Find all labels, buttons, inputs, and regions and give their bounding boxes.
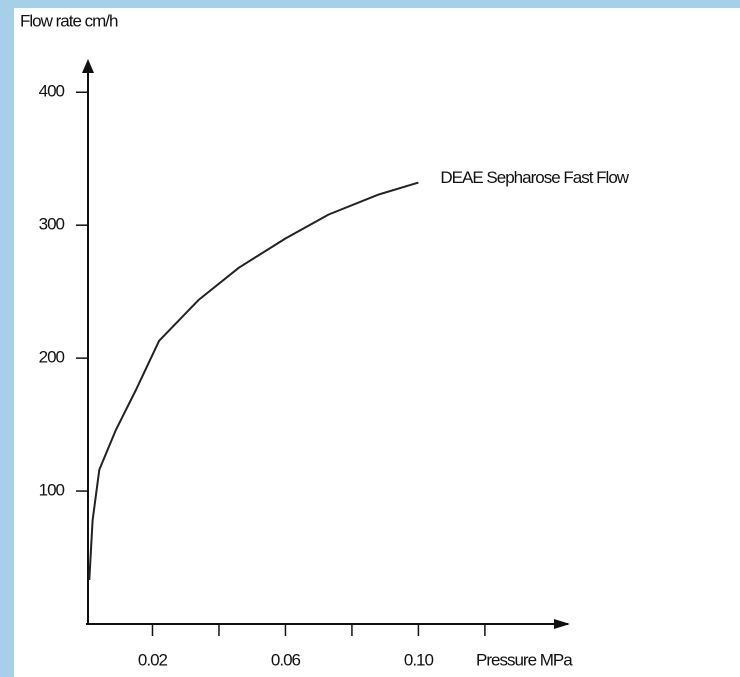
y-axis-arrow [82, 59, 94, 73]
y-axis-label: Flow rate cm/h [20, 11, 118, 30]
y-tick-label: 300 [39, 215, 65, 234]
series-label: DEAE Sepharose Fast Flow [440, 168, 629, 187]
x-axis-label: Pressure MPa [476, 650, 573, 669]
y-tick-label: 400 [39, 82, 65, 101]
x-tick-label: 0.02 [138, 650, 168, 669]
panel [14, 8, 740, 677]
y-tick-label: 100 [39, 481, 65, 500]
y-tick-label: 200 [39, 348, 65, 367]
x-tick-label: 0.10 [404, 650, 434, 669]
x-axis-arrow [554, 619, 570, 629]
line-series [88, 181, 419, 581]
x-tick-label: 0.06 [271, 650, 301, 669]
